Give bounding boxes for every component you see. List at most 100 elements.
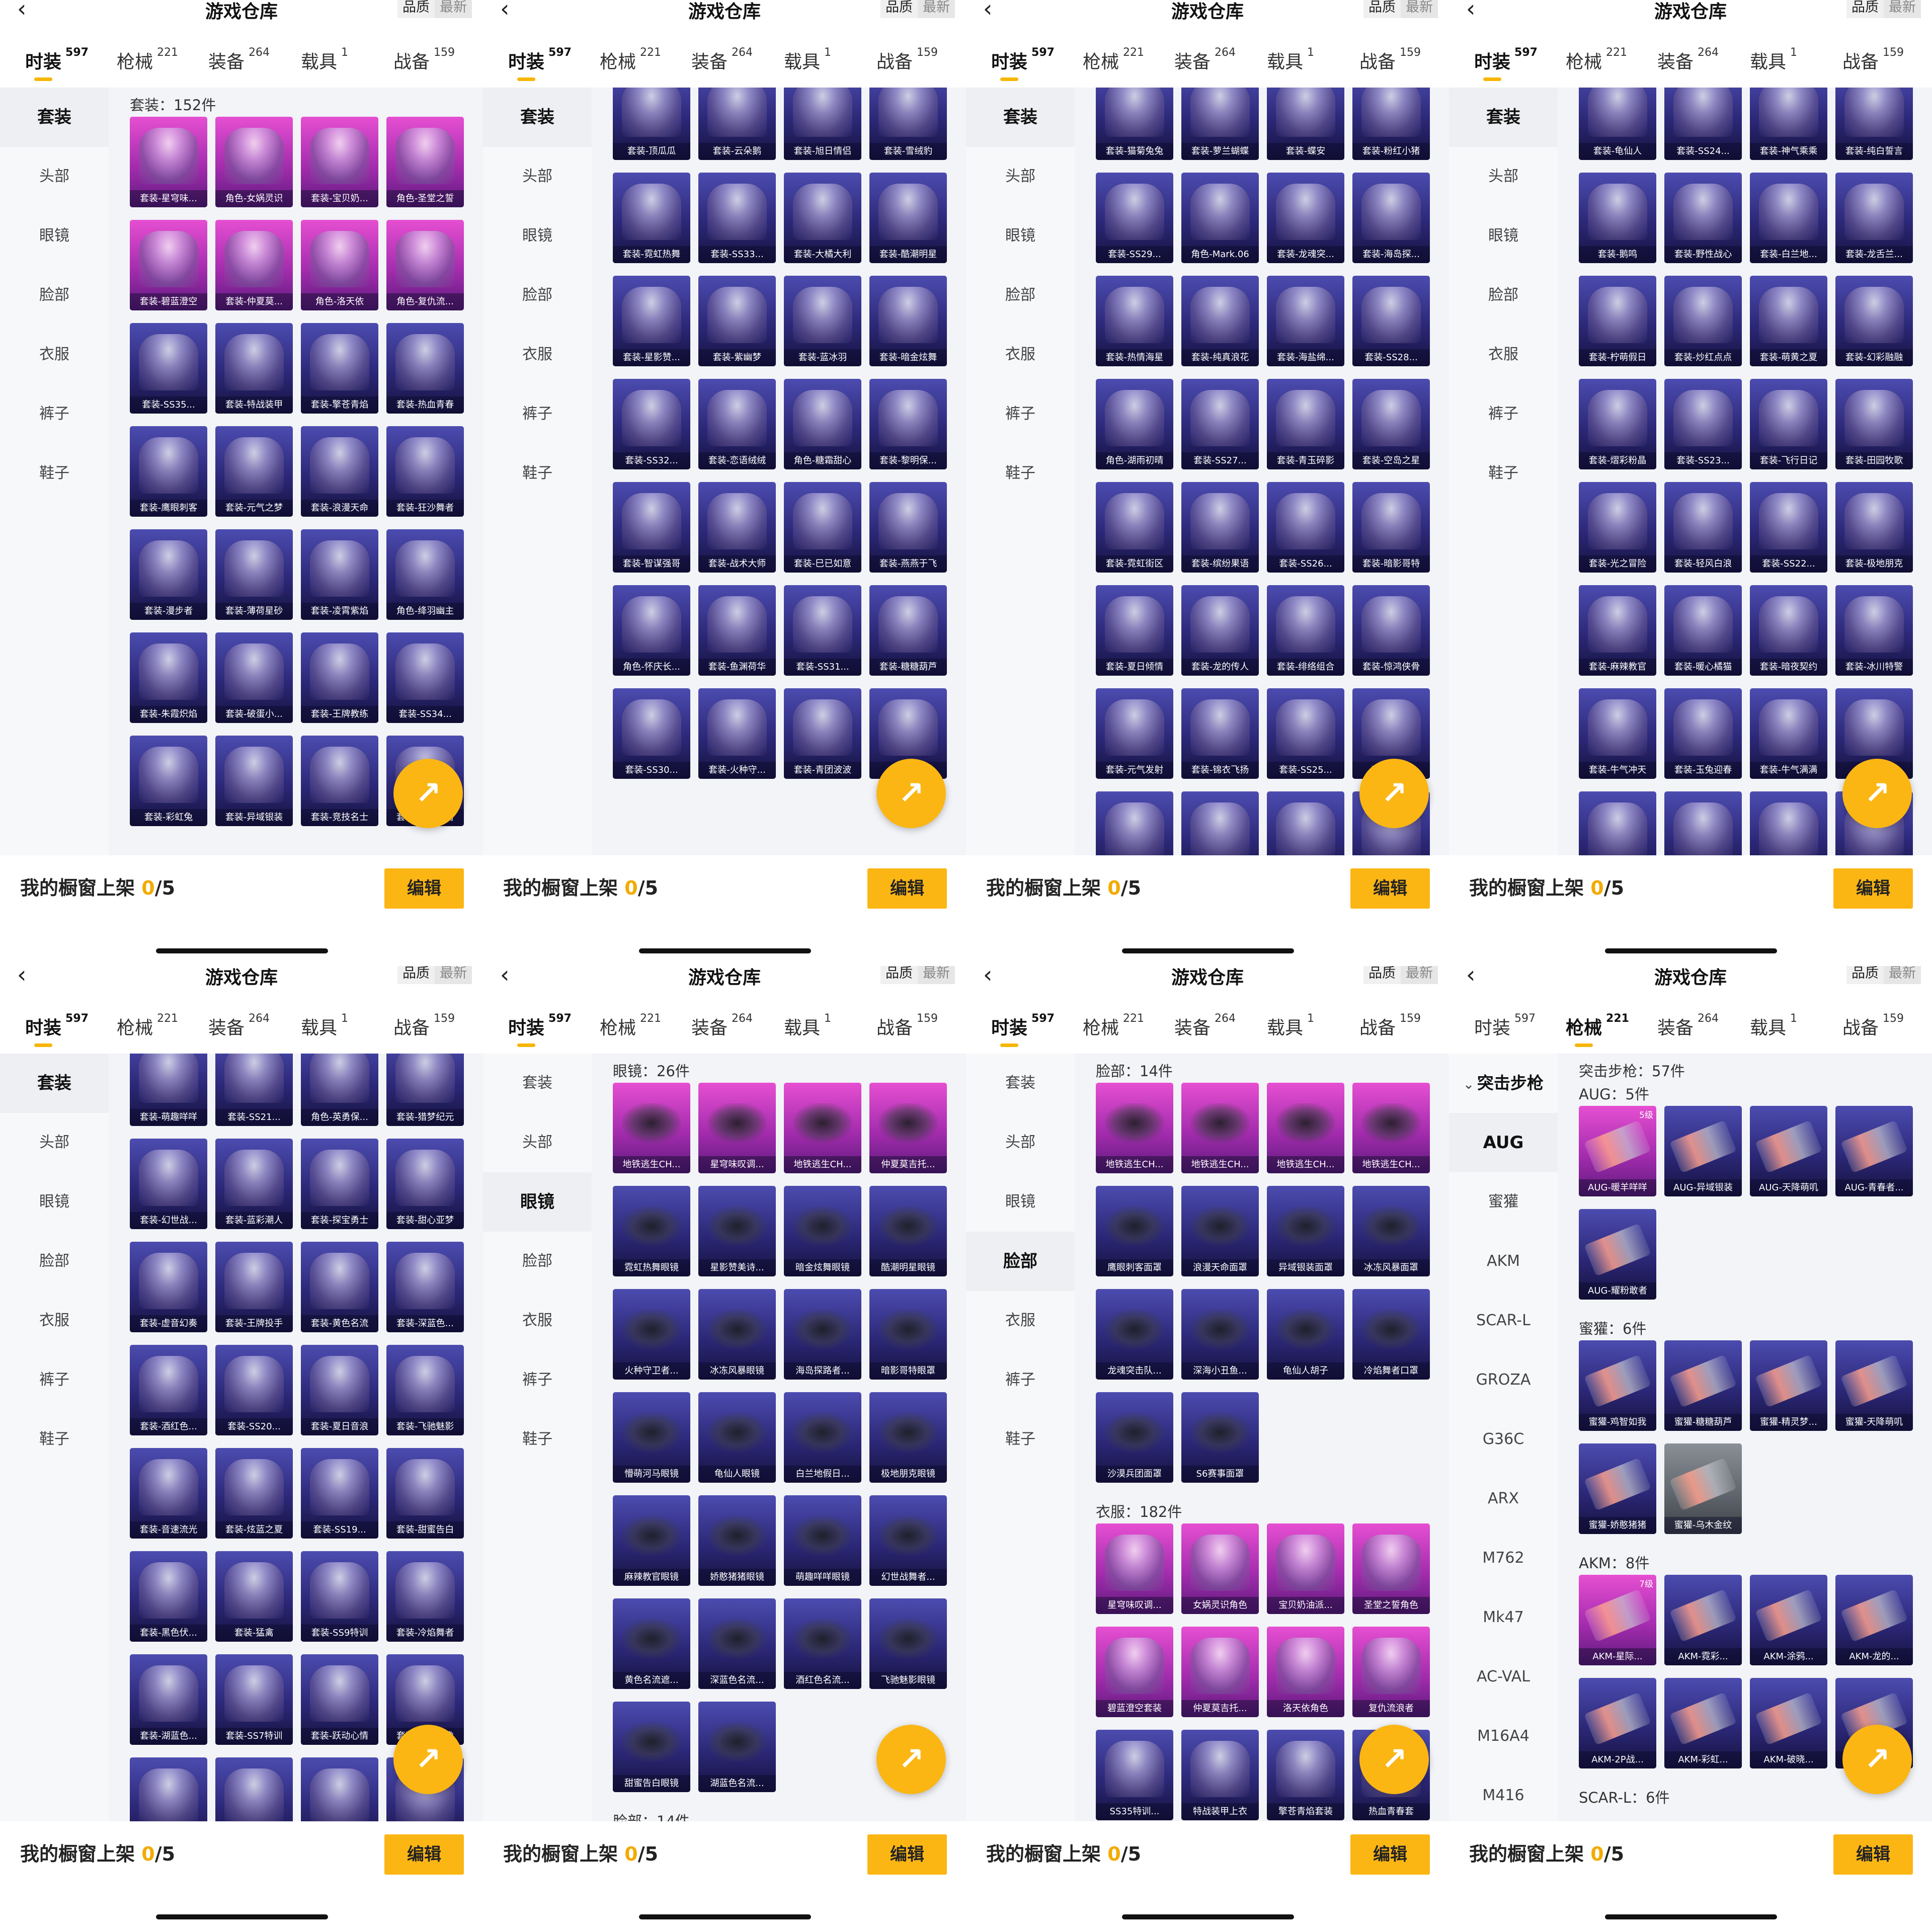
item-card[interactable]: 角色-女娲灵识 bbox=[215, 117, 293, 207]
tab-4[interactable]: 战备 159 bbox=[1842, 1012, 1904, 1039]
side-item[interactable]: 裤子 bbox=[522, 1371, 552, 1389]
side-item[interactable]: AKM bbox=[1486, 1252, 1520, 1270]
item-card[interactable]: 仲夏莫吉托... bbox=[1181, 1627, 1259, 1717]
item-card[interactable]: 套装-SS28... bbox=[1352, 276, 1430, 366]
item-card[interactable]: 火种守卫者... bbox=[613, 1289, 690, 1380]
side-item[interactable]: SCAR-L bbox=[1476, 1312, 1531, 1329]
item-card[interactable]: 套装-薄荷星砂 bbox=[215, 529, 293, 620]
item-card[interactable]: 套装-顶瓜瓜 bbox=[613, 88, 690, 160]
item-card[interactable]: 甜蜜告白眼镜 bbox=[613, 1702, 690, 1792]
tab-0[interactable]: 时装 597 bbox=[25, 46, 89, 81]
item-card[interactable]: 套装-恋语绒绒 bbox=[698, 379, 776, 469]
item-card[interactable]: 套装-SS33... bbox=[698, 173, 776, 263]
item-card[interactable]: 套装-猫菊兔兔 bbox=[1096, 88, 1173, 160]
item-card[interactable]: AKM-破晓... bbox=[1750, 1678, 1827, 1768]
item-card[interactable]: 套装-燕燕于飞 bbox=[869, 482, 947, 573]
item-card[interactable] bbox=[1579, 791, 1656, 855]
edit-button[interactable]: 编辑 bbox=[867, 868, 947, 909]
share-icon[interactable]: ↗ bbox=[393, 1725, 463, 1794]
item-card[interactable]: 角色-洛天依 bbox=[301, 220, 378, 310]
tab-2[interactable]: 装备 264 bbox=[1174, 46, 1236, 73]
chevron-left-icon[interactable]: ‹ bbox=[1466, 966, 1476, 988]
item-card[interactable]: 地铁逃生CH... bbox=[613, 1083, 690, 1173]
item-card[interactable]: 套装-北国孤狼 bbox=[130, 1757, 207, 1821]
item-card[interactable]: 套装-SS7特训 bbox=[215, 1654, 293, 1745]
item-card[interactable]: 套装-暗夜契约 bbox=[1750, 585, 1827, 676]
tab-1[interactable]: 枪械 221 bbox=[600, 1012, 661, 1039]
item-card[interactable]: 套装-王牌投手 bbox=[215, 1242, 293, 1332]
sort-newest-button[interactable]: 最新 bbox=[435, 0, 472, 18]
edit-button[interactable]: 编辑 bbox=[384, 1834, 464, 1875]
tab-4[interactable]: 战备 159 bbox=[876, 1012, 938, 1039]
item-card[interactable]: AKM-2P战... bbox=[1579, 1678, 1656, 1768]
side-item[interactable]: 鞋子 bbox=[1005, 1430, 1035, 1448]
side-item[interactable]: 鞋子 bbox=[1005, 464, 1035, 482]
item-card[interactable]: 套装-蝶安 bbox=[1267, 88, 1344, 160]
item-card[interactable]: 7级 AKM-星际... bbox=[1579, 1575, 1656, 1665]
tab-0[interactable]: 时装 597 bbox=[508, 46, 572, 81]
sort-quality-button[interactable]: 品质 bbox=[880, 966, 918, 984]
tab-3[interactable]: 载具 1 bbox=[301, 1012, 348, 1039]
edit-button[interactable]: 编辑 bbox=[1833, 868, 1913, 909]
item-card[interactable]: 蜜獾-乌木金纹 bbox=[1664, 1443, 1742, 1534]
item-card[interactable]: AKM-霓彩... bbox=[1664, 1575, 1742, 1665]
side-item[interactable]: 套装 bbox=[522, 1074, 552, 1092]
item-card[interactable]: 套装-霓虹热舞 bbox=[613, 173, 690, 263]
item-card[interactable]: 套装-萌趣咩咩 bbox=[130, 1054, 207, 1126]
tab-1[interactable]: 枪械 221 bbox=[1083, 1012, 1144, 1039]
item-card[interactable]: 套装-SS29... bbox=[1096, 173, 1173, 263]
item-card[interactable]: 霓虹热舞眼镜 bbox=[613, 1186, 690, 1276]
item-card[interactable]: 地铁逃生CH... bbox=[1352, 1083, 1430, 1173]
side-item[interactable]: 头部 bbox=[1005, 1134, 1035, 1151]
item-card[interactable]: 仲夏莫吉托... bbox=[869, 1083, 947, 1173]
item-card[interactable]: 海岛探路者... bbox=[784, 1289, 861, 1380]
item-card[interactable] bbox=[1750, 791, 1827, 855]
item-card[interactable]: 暗金炫舞眼镜 bbox=[784, 1186, 861, 1276]
item-card[interactable]: 套装-仲夏莫... bbox=[215, 220, 293, 310]
item-card[interactable]: 圣堂之誓角色 bbox=[1352, 1523, 1430, 1614]
share-icon[interactable]: ↗ bbox=[1842, 759, 1912, 828]
side-item[interactable]: Mk47 bbox=[1483, 1608, 1524, 1626]
item-card[interactable]: 龙魂突击队... bbox=[1096, 1289, 1173, 1380]
item-card[interactable]: 套装-暗影哥特 bbox=[1352, 482, 1430, 573]
side-item[interactable]: 套装 bbox=[0, 88, 109, 147]
item-card[interactable]: 套装-宝贝奶... bbox=[301, 117, 378, 207]
side-item[interactable]: 衣服 bbox=[1005, 1312, 1035, 1329]
item-card[interactable]: 套装-SS19... bbox=[301, 1448, 378, 1539]
item-card[interactable]: 套装-龟仙人 bbox=[1579, 88, 1656, 160]
item-card[interactable]: 龟仙人胡子 bbox=[1267, 1289, 1344, 1380]
item-card[interactable]: 特战装甲上衣 bbox=[1181, 1730, 1259, 1820]
item-card[interactable]: 套装-夏日倾情 bbox=[1096, 585, 1173, 676]
item-card[interactable]: 套装-炫蓝之夏 bbox=[215, 1448, 293, 1539]
side-item[interactable]: 鞋子 bbox=[39, 464, 69, 482]
edit-button[interactable]: 编辑 bbox=[1350, 868, 1430, 909]
item-card[interactable]: 套装-音速流光 bbox=[130, 1448, 207, 1539]
side-item[interactable]: 衣服 bbox=[39, 346, 69, 363]
side-item[interactable]: 裤子 bbox=[1488, 405, 1518, 423]
item-card[interactable]: 套装-纯真浪花 bbox=[1181, 276, 1259, 366]
item-card[interactable]: 套装-SS35... bbox=[130, 323, 207, 414]
item-card[interactable]: 黄色名流遮... bbox=[613, 1598, 690, 1689]
side-item[interactable]: 眼镜 bbox=[483, 1172, 592, 1232]
item-card[interactable]: 套装-大橘大利 bbox=[784, 173, 861, 263]
item-card[interactable]: 套装-SS9特训 bbox=[301, 1551, 378, 1642]
item-card[interactable]: 深海小丑鱼... bbox=[1181, 1289, 1259, 1380]
item-card[interactable]: 套装-SS26... bbox=[1267, 482, 1344, 573]
share-icon[interactable]: ↗ bbox=[1359, 759, 1429, 828]
item-card[interactable]: 套装-海盐绵... bbox=[1267, 276, 1344, 366]
item-card[interactable]: 套装-幻世战... bbox=[130, 1139, 207, 1229]
item-card[interactable]: 套装-竞技勇... bbox=[215, 1757, 293, 1821]
side-item[interactable]: 套装 bbox=[966, 88, 1075, 147]
side-item[interactable]: 头部 bbox=[1005, 168, 1035, 185]
item-card[interactable]: 套装-青玉碎影 bbox=[1267, 379, 1344, 469]
sort-quality-button[interactable]: 品质 bbox=[1363, 966, 1401, 984]
side-item[interactable]: 裤子 bbox=[522, 405, 552, 423]
sort-quality-button[interactable]: 品质 bbox=[1846, 966, 1884, 984]
side-item[interactable]: 脸部 bbox=[522, 286, 552, 304]
item-card[interactable]: 套装-神气乘乘 bbox=[1750, 88, 1827, 160]
tab-3[interactable]: 载具 1 bbox=[784, 46, 831, 73]
chevron-left-icon[interactable]: ‹ bbox=[983, 966, 993, 988]
item-card[interactable]: 套装-战地青英 bbox=[301, 1757, 378, 1821]
side-item[interactable]: 头部 bbox=[522, 168, 552, 185]
item-card[interactable]: 蜜獾-鸡智如我 bbox=[1579, 1340, 1656, 1431]
